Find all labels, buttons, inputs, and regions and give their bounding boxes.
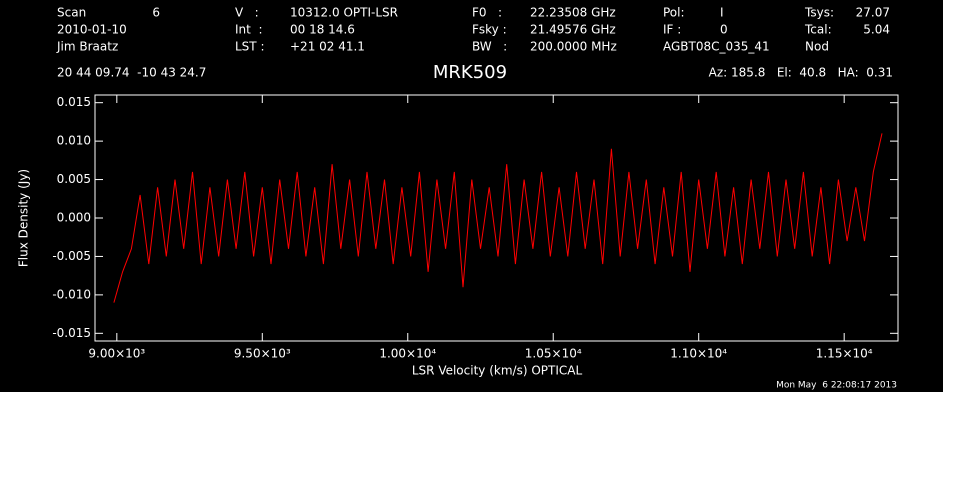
pointing: Az: 185.8 El: 40.8 HA: 0.31	[709, 66, 893, 80]
header-value: 6	[152, 6, 160, 20]
plot-background	[0, 0, 943, 392]
header-label: LST :	[235, 40, 265, 54]
x-tick-label: 1.05×10⁴	[525, 347, 582, 361]
header-value: 0	[720, 23, 728, 37]
header-value: 10312.0 OPTI-LSR	[290, 6, 398, 20]
header-label: Scan	[57, 6, 86, 20]
header-value: I	[720, 6, 724, 20]
timestamp: Mon May 6 22:08:17 2013	[776, 381, 897, 391]
header-label: F0 :	[472, 6, 502, 20]
header-label: 2010-01-10	[57, 23, 127, 37]
header-label: IF :	[663, 23, 681, 37]
header-label: Tsys:	[804, 6, 834, 20]
header-label: BW :	[472, 40, 507, 54]
header-label: Fsky :	[472, 23, 507, 37]
header-value: 22.23508 GHz	[530, 6, 616, 20]
position: 20 44 09.74 -10 43 24.7	[57, 66, 206, 80]
chart-title: MRK509	[433, 62, 507, 83]
header-value: 200.0000 MHz	[530, 40, 617, 54]
header-value: 00 18 14.6	[290, 23, 355, 37]
y-tick-label: -0.010	[52, 287, 91, 301]
header-label: Pol:	[663, 6, 685, 20]
header-label: Tcal:	[804, 23, 832, 37]
spectrum-line	[113, 133, 883, 303]
header-label: AGBT08C_035_41	[663, 40, 770, 54]
y-tick-label: 0.015	[57, 95, 91, 109]
x-tick-label: 9.00×10³	[88, 347, 145, 361]
header-value: 5.04	[863, 23, 890, 37]
y-tick-label: -0.005	[52, 249, 91, 263]
x-tick-label: 1.10×10⁴	[670, 347, 727, 361]
header-label: Int :	[235, 23, 263, 37]
y-tick-label: 0.010	[57, 134, 91, 148]
x-tick-label: 9.50×10³	[234, 347, 291, 361]
header-value: 27.07	[856, 6, 890, 20]
header-value: 21.49576 GHz	[530, 23, 616, 37]
y-axis-label: Flux Density (Jy)	[17, 169, 31, 267]
y-tick-label: 0.000	[57, 211, 91, 225]
header-label: Jim Braatz	[56, 40, 118, 54]
x-axis-label: LSR Velocity (km/s) OPTICAL	[412, 364, 583, 378]
y-tick-label: 0.005	[57, 172, 91, 186]
header-value: +21 02 41.1	[290, 40, 365, 54]
x-tick-label: 1.15×10⁴	[816, 347, 873, 361]
header-label: V :	[235, 6, 259, 20]
x-tick-label: 1.00×10⁴	[379, 347, 436, 361]
y-tick-label: -0.015	[52, 326, 91, 340]
header-label: Nod	[805, 40, 829, 54]
